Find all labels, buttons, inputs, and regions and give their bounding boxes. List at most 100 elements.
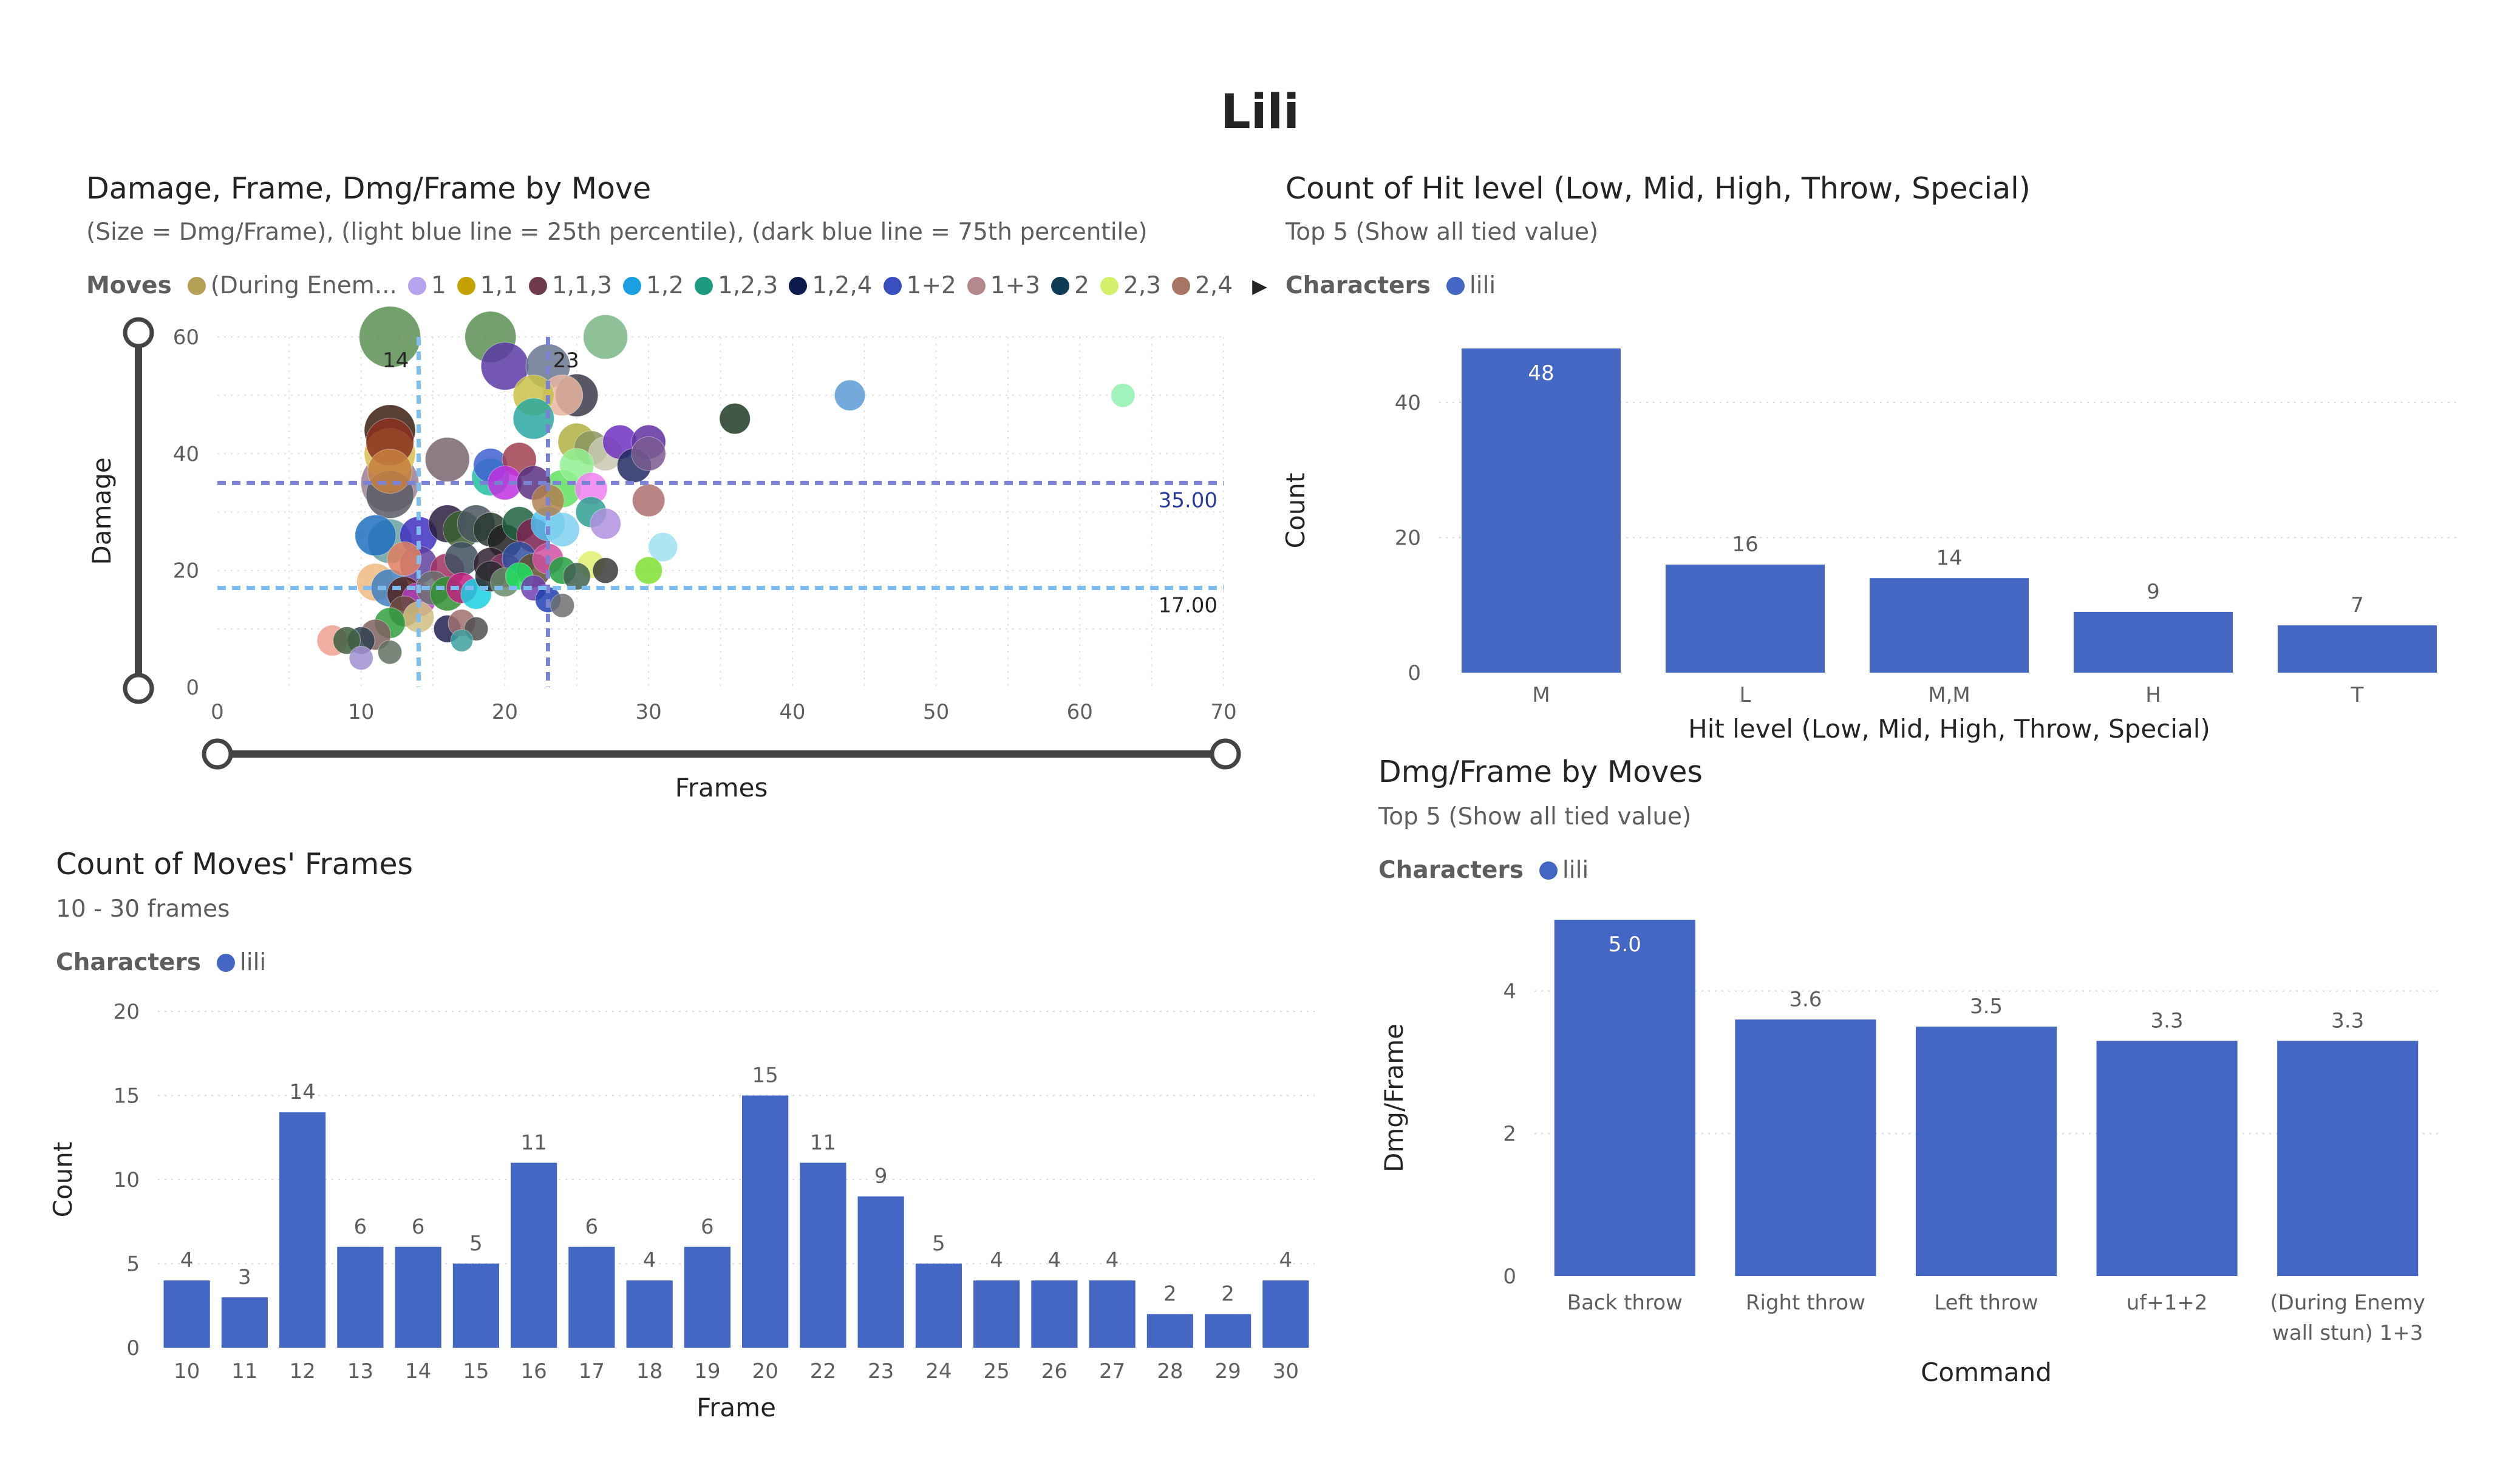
dmg-frame-legend-title: Characters: [1378, 857, 1524, 884]
bar: [1262, 1280, 1309, 1348]
frames-legend-item[interactable]: lili: [239, 949, 267, 976]
legend-dot: [1172, 276, 1191, 295]
legend-item[interactable]: 1,2,3: [695, 272, 778, 299]
bar: [1665, 565, 1825, 673]
x-tick-label: Back throw: [1567, 1291, 1683, 1315]
x-tick-label: T: [2351, 683, 2364, 707]
bar: [2073, 611, 2233, 673]
x-tick-label: 27: [1099, 1359, 1125, 1384]
legend-dot: [695, 276, 713, 295]
bar: [2277, 1041, 2419, 1276]
bar: [1869, 578, 2029, 673]
frames-chart: 0 5 10 15 20 4 10 3 11 14 12 6 13 6 14 5 15 11 16 6 17 4 18 6 19…: [48, 1000, 1315, 1422]
data-label: 11: [810, 1130, 836, 1155]
y-tick-label: 40: [173, 442, 199, 466]
legend-dot: [216, 953, 235, 972]
x-tick-label: 10: [348, 700, 374, 724]
scatter-point: [583, 314, 628, 359]
legend-item[interactable]: 1,1: [457, 272, 518, 299]
legend-item[interactable]: 2,3: [1100, 272, 1161, 299]
legend-item[interactable]: 1,1,3: [528, 272, 613, 299]
data-label: 4: [180, 1248, 194, 1272]
data-label: 5: [932, 1232, 945, 1256]
bar: [973, 1280, 1020, 1348]
x-tick-label: M: [1532, 683, 1550, 707]
y-zoom-handle[interactable]: [123, 317, 154, 348]
x-tick-label: 40: [779, 700, 805, 724]
dmg-frame-legend-item[interactable]: lili: [1562, 857, 1589, 884]
data-label: 16: [1732, 532, 1758, 557]
legend-dot: [789, 276, 808, 295]
legend-item-label: 1,1,3: [551, 272, 613, 299]
scatter-title: Damage, Frame, Dmg/Frame by Move: [86, 171, 652, 206]
legend-item[interactable]: 1,2: [623, 272, 684, 299]
frames-subtitle: 10 - 30 frames: [56, 895, 230, 923]
x-zoom-handle[interactable]: [202, 738, 233, 770]
legend-dot: [1539, 861, 1558, 880]
hit-level-subtitle: Top 5 (Show all tied value): [1286, 219, 1599, 246]
scatter-point: [450, 629, 474, 652]
x-tick-label: 18: [636, 1359, 662, 1384]
bar: [2096, 1041, 2238, 1276]
data-label: 2: [1163, 1282, 1177, 1306]
dmg-frame-title: Dmg/Frame by Moves: [1378, 755, 1703, 789]
legend-item[interactable]: 2,4: [1172, 272, 1233, 299]
y-tick-label: 5: [126, 1252, 140, 1277]
legend-item-label: 1,2,4: [812, 272, 873, 299]
bar: [800, 1163, 846, 1348]
data-label: 7: [2351, 593, 2364, 617]
bar: [684, 1246, 730, 1348]
hit-level-title: Count of Hit level (Low, Mid, High, Thro…: [1286, 171, 2031, 206]
data-label: 4: [1279, 1248, 1293, 1272]
bar: [1031, 1280, 1078, 1348]
y-tick-label: 20: [173, 559, 199, 583]
y-zoom-handle[interactable]: [123, 673, 154, 704]
data-label: 6: [701, 1215, 714, 1239]
x-axis-title: Command: [1921, 1357, 2052, 1387]
x-tick-label: 15: [463, 1359, 489, 1384]
frames-title: Count of Moves' Frames: [56, 847, 414, 881]
x-tick-label: 25: [983, 1359, 1009, 1384]
hit-level-legend: Characters lili: [1286, 272, 1496, 299]
data-label: 11: [520, 1130, 547, 1155]
data-label: 9: [874, 1164, 888, 1189]
data-label: 3.3: [2151, 1009, 2184, 1033]
scatter-point: [1111, 383, 1136, 408]
legend-item[interactable]: 1+3: [967, 272, 1040, 299]
x-tick-label: 23: [868, 1359, 894, 1384]
legend-item[interactable]: (During Enem...: [187, 272, 397, 299]
data-label: 3.3: [2331, 1009, 2364, 1033]
scatter-legend-title: Moves: [86, 272, 172, 299]
x-tick-label: 20: [492, 700, 518, 724]
scatter-point: [387, 541, 422, 576]
y-tick-label: 4: [1503, 979, 1516, 1004]
scatter-point: [550, 593, 575, 618]
x-tick-label: 29: [1214, 1359, 1241, 1384]
legend-item-label: 2: [1074, 272, 1089, 299]
bar: [742, 1095, 789, 1348]
data-label: 4: [643, 1248, 656, 1272]
bar: [511, 1163, 557, 1348]
legend-item[interactable]: 1: [407, 272, 446, 299]
scatter-point: [333, 627, 361, 654]
data-label: 14: [1936, 546, 1962, 570]
x-axis-title: Frames: [675, 773, 768, 803]
y-axis-title: Count: [48, 1142, 78, 1218]
legend-item[interactable]: 1+2: [883, 272, 956, 299]
x-zoom-handle[interactable]: [1210, 738, 1241, 770]
hit-level-chart: 0 20 40 48 M 16 L 14 M,M 9 H 7 T Hit level (Low, Mid,…: [1281, 348, 2459, 744]
data-label: 9: [2147, 580, 2160, 604]
scatter-point: [355, 514, 397, 557]
legend-item-label: 1+2: [906, 272, 956, 299]
bar: [452, 1263, 499, 1348]
x-axis-title: Frame: [696, 1393, 776, 1422]
bar: [1146, 1314, 1193, 1348]
caret-right-icon[interactable]: ▶: [1252, 274, 1267, 297]
bar: [279, 1112, 326, 1348]
legend-item-label: 2,4: [1195, 272, 1233, 299]
legend-item[interactable]: 1,2,4: [789, 272, 873, 299]
x-tick-label: L: [1740, 683, 1751, 707]
legend-dot: [623, 276, 642, 295]
legend-item[interactable]: 2: [1051, 272, 1089, 299]
hit-level-legend-item[interactable]: lili: [1469, 272, 1496, 299]
